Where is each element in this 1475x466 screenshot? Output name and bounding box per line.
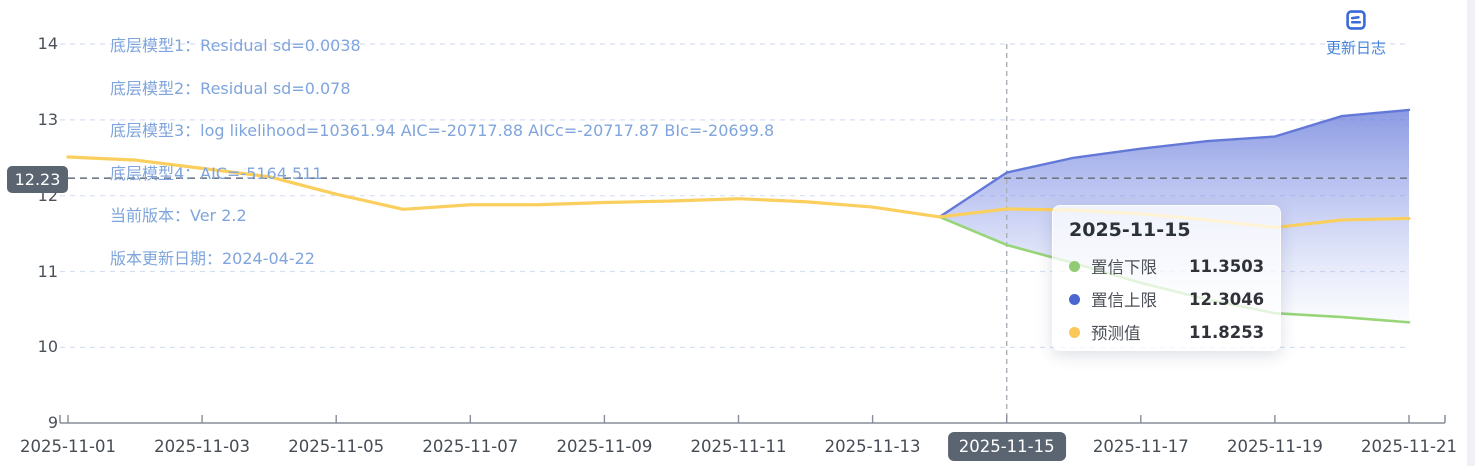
series-label: 置信下限	[1091, 258, 1157, 277]
update-log-button[interactable]: 更新日志	[1320, 9, 1392, 58]
series-dot-icon	[1069, 260, 1080, 272]
y-axis-label: 13	[37, 109, 58, 129]
right-gutter	[1467, 0, 1475, 466]
y-axis-label: 9	[47, 413, 58, 433]
chart-tooltip: 2025-11-15 置信下限 11.3503 置信上限 12.3046 预测值 11.8…	[1052, 205, 1281, 351]
annotation-line: 当前版本：Ver 2.2	[110, 206, 247, 226]
update-log-label: 更新日志	[1325, 39, 1386, 57]
series-value: 11.3503	[1189, 256, 1265, 276]
annotation-line: 底层模型1：Residual sd=0.0038	[110, 36, 361, 55]
series-value: 12.3046	[1189, 289, 1265, 309]
tooltip-date: 2025-11-15	[1069, 219, 1191, 241]
update-log-icon	[1346, 10, 1366, 30]
series-dot-icon	[1069, 326, 1080, 338]
x-axis-label: 2025-11-01	[20, 437, 116, 456]
y-axis-label: 14	[37, 34, 58, 53]
series-value: 11.8253	[1189, 322, 1265, 342]
series-label: 预测值	[1091, 324, 1141, 343]
x-axis-label: 2025-11-19	[1226, 437, 1323, 456]
x-axis-label-active: 2025-11-15	[947, 432, 1066, 461]
annotation-line: 底层模型3：log likelihood=10361.94 AIC=-20717…	[110, 121, 775, 141]
x-axis-label: 2025-11-03	[154, 437, 251, 456]
x-axis-label: 2025-11-21	[1361, 437, 1457, 456]
y-axis-label: 11	[37, 261, 58, 281]
annotation-line: 底层模型2：Residual sd=0.078	[110, 78, 351, 98]
x-axis-label: 2025-11-07	[422, 437, 519, 456]
series-line-置信上限	[938, 108, 1411, 219]
series-dot-icon	[1069, 293, 1080, 305]
x-axis-label: 2025-11-11	[690, 437, 787, 456]
x-axis-label: 2025-11-09	[556, 437, 653, 456]
annotation-line: 底层模型4：AIC=-5164.511	[110, 163, 323, 183]
tooltip-rows: 置信下限 11.3503 置信上限 12.3046 预测值 11.8253	[1069, 254, 1264, 344]
x-axis-label: 2025-11-13	[824, 437, 921, 456]
series-label: 置信上限	[1091, 291, 1157, 310]
y-axis-pointer-label: 12.23	[7, 166, 68, 193]
y-axis-label: 10	[37, 337, 58, 357]
x-axis-label: 2025-11-17	[1092, 437, 1189, 456]
x-axis-label: 2025-11-05	[288, 437, 385, 456]
annotation-line: 版本更新日期：2024-04-22	[110, 249, 315, 268]
